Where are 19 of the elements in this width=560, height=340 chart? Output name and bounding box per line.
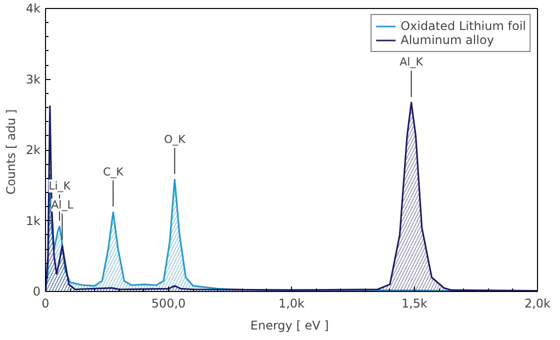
- y-tick-label: 2k: [26, 143, 41, 157]
- annotation: O_K: [164, 132, 186, 146]
- y-axis-title: Counts [ adu ]: [4, 109, 18, 195]
- legend-label: Oxidated Lithium foil: [400, 19, 526, 33]
- x-tick-label: 1,0k: [278, 296, 305, 310]
- y-tick-label: 3k: [26, 72, 41, 86]
- x-tick-label: 500,0: [151, 296, 186, 310]
- annotation: C_K: [102, 165, 124, 178]
- x-tick-label: 0: [42, 296, 50, 310]
- y-tick-label: 0: [32, 284, 41, 298]
- x-tick-label: 2,0k: [524, 296, 551, 310]
- x-axis-title: Energy [ eV ]: [250, 318, 329, 332]
- annotation: Al_K: [400, 56, 424, 69]
- x-tick-label: 1,5k: [401, 296, 428, 310]
- annotation: Li_K: [48, 179, 72, 192]
- y-tick-label: 4k: [26, 2, 41, 16]
- annotation: Al_L: [51, 198, 74, 212]
- y-tick-label: 1k: [26, 214, 41, 228]
- legend-label: Aluminum alloy: [400, 33, 494, 47]
